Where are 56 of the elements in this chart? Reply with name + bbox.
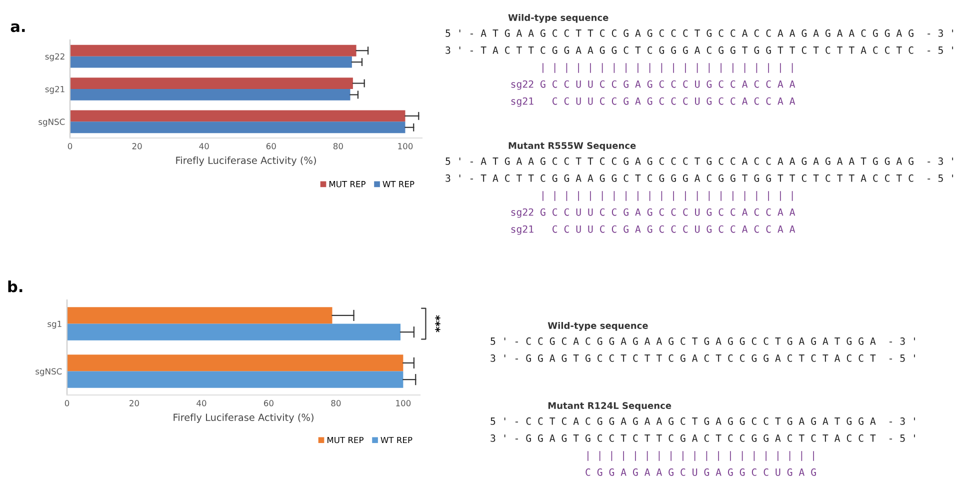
legend-label: WT REP <box>380 436 412 444</box>
x-tick-label: 40 <box>196 400 206 406</box>
legend-label: WT REP <box>382 181 414 188</box>
y-tick-label: sg21 <box>45 86 64 94</box>
chart-title: b. <box>8 280 22 292</box>
legend-label: MUT REP <box>329 181 366 188</box>
x-tick-label: 0 <box>68 143 72 150</box>
bar <box>70 89 350 100</box>
x-tick-label: 0 <box>64 400 70 406</box>
text: *** <box>435 315 440 332</box>
x-tick-label: 100 <box>396 400 411 406</box>
y-tick-label: sgNSC <box>36 368 62 376</box>
text: sg22 G C C U U C C G A G C C C U G C C A C C A A <box>511 80 796 90</box>
bar <box>67 307 332 324</box>
y-tick-label: sgNSC <box>38 118 65 127</box>
text: 3 ' - T A C T T C G G A A G G C T C G G G A C G G T G G T T C T C T T A C C T C - 5 ' <box>446 174 954 182</box>
x-axis-title: Firefly Luciferase Activity (%) <box>174 413 314 423</box>
text: sg21 C C U U C C G A G C C C U G C C A C C A A <box>511 225 796 235</box>
text: Wild-type sequence <box>548 322 648 331</box>
text: 5 ' - A T G A A G C C T T C C G A G C C C T G C C A C C A A G A G A A T G G A G - 3 ' <box>446 157 954 165</box>
x-tick-label: 20 <box>130 400 139 406</box>
text: Wild-type sequence <box>508 14 608 23</box>
bar <box>70 110 406 122</box>
text: Mutant R555W Sequence <box>508 142 636 151</box>
text: 3 ' - G G A G T G C C T C T T C G A C T C C G G A C T C T A C C T - 5 ' <box>490 434 915 442</box>
x-tick-label: 60 <box>266 143 276 150</box>
text: | | | | | | | | | | | | | | | | | | | | <box>588 451 814 461</box>
text: sg21 C C U U C C G A G C C C U G C C A C C A A <box>511 97 796 107</box>
bar <box>70 44 356 56</box>
chart-title: a. <box>10 23 25 32</box>
text: 3 ' - G G A G T G C C T C T T C G A C T C C G G A C T C T A C C T - 5 ' <box>490 354 915 362</box>
text: 5 ' - C C G C A C G G A G A A G C T G A G G C C T G A G A T G G A - 3 ' <box>490 337 915 345</box>
x-tick-label: 80 <box>331 400 341 406</box>
bar <box>67 324 400 340</box>
bar <box>67 371 404 388</box>
x-tick-label: 100 <box>398 143 413 150</box>
text: 3 ' - T A C T T C G G A A G G C T C G G G A C G G T G G T T C T C T T A C C T C - 5 ' <box>446 46 954 54</box>
bar <box>70 78 353 89</box>
text: | | | | | | | | | | | | | | | | | | | | | | <box>542 191 793 201</box>
text: Mutant R124L Sequence <box>548 402 672 411</box>
text: C G G A G A A G C U G A G G C C U G A G <box>586 468 816 476</box>
legend-label: MUT REP <box>327 436 364 444</box>
x-tick-label: 60 <box>264 400 274 406</box>
x-axis-title: Firefly Luciferase Activity (%) <box>176 156 316 166</box>
y-tick-label: sg1 <box>48 320 62 329</box>
bar <box>70 56 352 68</box>
text: 5 ' - A T G A A G C C T T C C G A G C C C T G C C A C C A A G A G A A C G G A G - 3 ' <box>446 29 954 37</box>
text: 5 ' - C C T C A C G G A G A A G C T G A G G C C T G A G A T G G A - 3 ' <box>490 417 915 425</box>
x-tick-label: 20 <box>132 143 142 150</box>
x-tick-label: 40 <box>199 143 209 150</box>
x-tick-label: 80 <box>333 143 343 150</box>
text: | | | | | | | | | | | | | | | | | | | | | | <box>542 63 793 73</box>
bar <box>70 122 406 134</box>
y-tick-label: sg22 <box>45 53 64 62</box>
text: sg22 G C C U U C C G A G C C C U G C C A C C A A <box>511 208 796 218</box>
bar <box>67 354 404 372</box>
